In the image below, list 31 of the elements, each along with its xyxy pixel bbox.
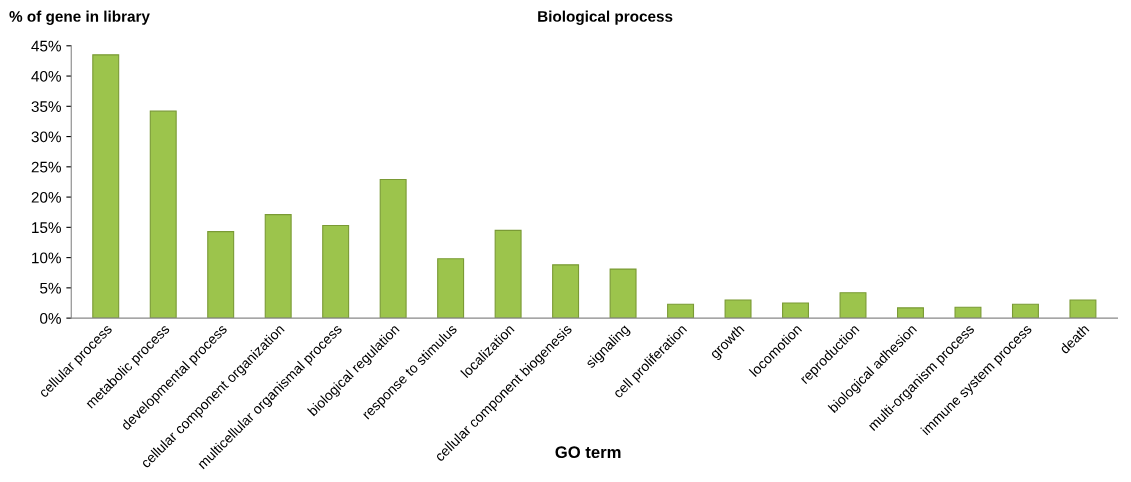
y-tick-label: 45% [31, 40, 61, 52]
y-tick-label: 5% [40, 282, 61, 294]
y-tick-label: 20% [31, 191, 61, 203]
bar [207, 231, 235, 319]
x-axis-title: GO term [555, 446, 621, 459]
bar [1069, 299, 1097, 319]
y-tick-label: 10% [32, 252, 61, 264]
bar [782, 302, 810, 319]
bar [839, 292, 867, 319]
y-tick-label: 0% [40, 312, 61, 324]
bar [264, 214, 292, 319]
y-tick-label: 40% [31, 70, 61, 82]
bar [437, 258, 465, 319]
bar [897, 307, 924, 319]
y-tick-label: 35% [31, 101, 61, 112]
y-tick-label: 15% [32, 222, 61, 234]
bar [1011, 303, 1039, 319]
bar [552, 264, 580, 319]
bar [667, 303, 695, 319]
y-axis-title: % of gene in library [9, 10, 150, 25]
y-tick-label: 30% [31, 131, 61, 143]
bar [724, 299, 752, 319]
bar [494, 229, 522, 319]
chart-title: Biological process [538, 10, 673, 25]
bar [322, 224, 350, 319]
bar [379, 178, 407, 319]
y-tick-label: 25% [31, 161, 61, 173]
bar [92, 54, 120, 319]
bar [954, 306, 982, 319]
bar [609, 268, 637, 319]
bar [149, 110, 177, 319]
